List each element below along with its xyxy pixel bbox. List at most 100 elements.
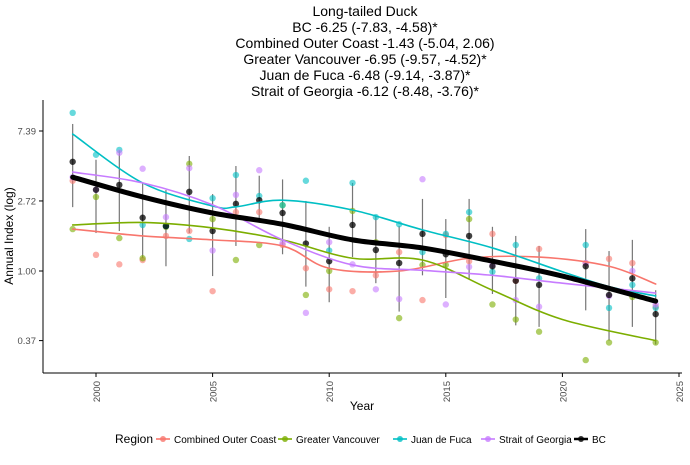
point-bc [116,181,123,189]
point-juan-de-fuca [605,304,613,312]
point-bc [349,221,356,229]
y-tick-label: 2.72 [18,196,37,207]
axes: 2000 2005 2010 2015 2020 2025 0.37 1.00 2.72 7.39 [18,100,686,402]
point-greater-vancouver [535,328,543,335]
point-bc [419,230,426,238]
point-combined-outer-coast [302,265,310,272]
point-combined-outer-coast [465,258,473,265]
x-tick-label: 2015 [442,381,453,402]
point-juan-de-fuca [512,241,519,249]
legend-label: Greater Vancouver [296,435,380,446]
point-combined-outer-coast [419,296,426,304]
smooth-bc [70,174,659,304]
point-greater-vancouver [489,301,496,308]
point-strait-of-georgia [186,164,193,172]
point-greater-vancouver [465,215,473,223]
point-strait-of-georgia [232,191,240,199]
point-bc [512,277,519,284]
title-species: Long-tailed Duck [312,3,418,19]
point-bc [652,310,659,318]
point-bc [92,186,100,193]
y-tick-label: 0.37 [18,336,37,347]
point-strait-of-georgia [442,301,449,308]
point-strait-of-georgia [535,303,543,310]
point-bc [69,158,76,165]
point-strait-of-georgia [419,176,426,183]
point-greater-vancouver [395,314,403,322]
point-juan-de-fuca [349,179,356,187]
smooth-juan-de-fuca [71,133,657,297]
point-bc [465,232,473,240]
point-strait-of-georgia [395,295,403,303]
smooth-combined-outer-coast [71,228,657,285]
legend-key-point [485,436,491,442]
y-tick-label: 7.39 [18,126,37,137]
point-greater-vancouver [512,316,519,323]
point-bc [162,222,170,230]
point-juan-de-fuca [232,171,240,179]
legend-item-greater-vancouver: Greater Vancouver [278,435,380,446]
legend-key-point [578,436,584,442]
point-bc [395,259,403,267]
point-greater-vancouver [582,356,589,364]
legend: Region Combined Outer Coast Greater Vanco… [115,432,606,446]
smooth-lines [70,133,659,342]
point-combined-outer-coast [605,255,613,263]
point-greater-vancouver [92,193,100,201]
point-bc [209,227,216,235]
point-combined-outer-coast [209,287,216,295]
point-combined-outer-coast [326,286,333,293]
point-bc [605,291,613,299]
point-strait-of-georgia [465,263,473,271]
point-combined-outer-coast [232,208,240,216]
title-trend-line: Greater Vancouver -6.95 (-9.57, -4.52)* [243,51,487,67]
legend-label: Combined Outer Coast [174,435,276,446]
point-bc [535,281,543,289]
point-strait-of-georgia [139,165,146,172]
point-greater-vancouver [209,215,216,223]
point-strait-of-georgia [279,239,286,247]
point-bc [629,275,636,282]
x-tick-label: 2010 [325,381,336,402]
point-strait-of-georgia [209,247,216,254]
point-juan-de-fuca [69,109,76,117]
data-points [69,109,659,364]
point-juan-de-fuca [465,208,473,216]
legend-title: Region [115,432,153,446]
y-tick-label: 1.00 [18,267,37,278]
point-strait-of-georgia [116,149,123,156]
smooth-greater-vancouver [71,221,657,342]
point-combined-outer-coast [629,259,636,267]
legend-key-point [397,436,403,442]
point-juan-de-fuca [582,241,589,249]
point-juan-de-fuca [209,194,216,202]
title-trend-line: Juan de Fuca -6.48 (-9.14, -3.87)* [260,67,471,83]
point-greater-vancouver [139,255,146,262]
point-strait-of-georgia [302,309,310,317]
x-axis-label: Year [350,399,374,413]
point-bc [372,246,380,254]
point-combined-outer-coast [395,248,403,256]
point-combined-outer-coast [349,287,356,295]
point-combined-outer-coast [92,251,100,259]
point-juan-de-fuca [629,281,636,289]
x-tick-label: 2000 [92,381,103,402]
title-trend-line: BC -6.25 (-7.83, -4.58)* [292,19,438,35]
point-greater-vancouver [116,234,123,242]
point-juan-de-fuca [302,177,310,184]
y-axis-label: Annual Index (log) [2,187,16,284]
x-tick-label: 2005 [209,381,220,402]
point-bc [582,263,589,270]
legend-item-combined-outer-coast: Combined Outer Coast [156,435,276,446]
point-bc [489,263,496,270]
point-combined-outer-coast [116,261,123,268]
point-strait-of-georgia [372,286,380,293]
point-juan-de-fuca [489,268,496,275]
point-bc [232,200,240,208]
point-combined-outer-coast [372,272,380,279]
x-tick-label: 2025 [675,381,686,402]
legend-item-strait-of-georgia: Strait of Georgia [481,435,572,446]
point-bc [139,214,146,221]
